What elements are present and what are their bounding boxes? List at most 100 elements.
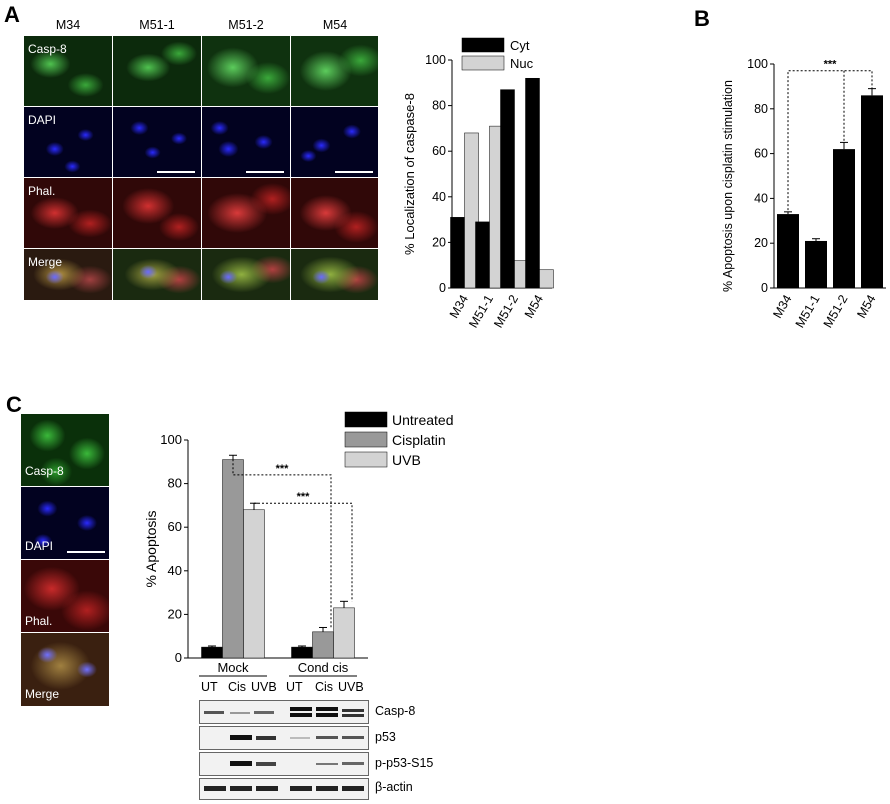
blot-bands xyxy=(204,786,364,791)
y-tick-label: 0 xyxy=(761,281,768,295)
micrograph-dapi-m51-2 xyxy=(202,107,290,177)
bar xyxy=(243,509,265,659)
blot-lane-label: UVB xyxy=(251,680,277,694)
y-tick-label: 40 xyxy=(168,563,182,578)
c-row-label-casp8: Casp-8 xyxy=(25,464,64,478)
column-header-m51-2: M51-2 xyxy=(228,18,264,32)
significance-bracket xyxy=(254,502,353,602)
panel-label-c: C xyxy=(6,392,22,417)
y-tick-label: 20 xyxy=(168,606,182,621)
y-tick-label: 60 xyxy=(168,519,182,534)
micrograph-phal-m34: Phal. xyxy=(24,178,112,248)
c-row-label-merge: Merge xyxy=(25,687,60,701)
row-label-dapi: DAPI xyxy=(28,113,57,127)
scale-bar xyxy=(246,171,284,173)
micrograph-casp8-m51-2 xyxy=(202,36,290,106)
bar xyxy=(539,269,554,289)
row-label-casp8: Casp-8 xyxy=(28,42,67,56)
row-label-phal: Phal. xyxy=(28,184,56,198)
bar xyxy=(464,132,479,289)
micrograph-grid-a: M34 M51-1 M51-2 M54 Casp-8 DAPI Phal. Me… xyxy=(24,18,378,300)
x-tick-label: M51-1 xyxy=(793,292,823,330)
blot-lane-label: UVB xyxy=(338,680,364,694)
y-tick-label: 80 xyxy=(754,102,768,116)
blot-bands xyxy=(204,707,364,717)
y-tick-label: 0 xyxy=(439,281,446,295)
x-tick-label: M34 xyxy=(770,292,794,320)
scale-bar xyxy=(157,171,195,173)
micrograph-phal-m51-1 xyxy=(113,178,201,248)
blot-lane-label: Cis xyxy=(228,680,247,694)
legend-label: Untreated xyxy=(392,412,453,428)
bar xyxy=(291,646,313,659)
micrograph-phal-m51-2 xyxy=(202,178,290,248)
y-tick-label: 20 xyxy=(432,235,446,249)
blot-bands xyxy=(230,735,364,740)
bar xyxy=(333,607,355,659)
y-tick-label: 60 xyxy=(754,147,768,161)
row-label-merge: Merge xyxy=(28,255,63,269)
legend-label: Cyt xyxy=(510,38,530,53)
bar xyxy=(201,646,223,659)
y-axis-label: % Localization of caspase-8 xyxy=(402,93,417,255)
y-tick-label: 100 xyxy=(425,53,446,67)
x-tick-label: M54 xyxy=(854,292,878,320)
y-axis-label: % Apoptosis upon cisplatin stimulation xyxy=(721,80,735,292)
y-tick-label: 80 xyxy=(432,99,446,113)
x-tick-label: M51-2 xyxy=(491,292,521,330)
significance-bracket xyxy=(787,70,873,215)
column-header-m54: M54 xyxy=(322,18,348,32)
micrograph-dapi-m34: DAPI xyxy=(24,107,112,177)
micrograph-merge-m51-1 xyxy=(113,249,201,300)
chart-apoptosis-mock-condcis: 0 20 40 60 80 100 Mock Cond cis *** *** % Apoptosi… xyxy=(143,411,453,677)
micrograph-c-casp8: Casp-8 xyxy=(21,414,109,486)
blot-label-p-p53-s15: p-p53-S15 xyxy=(375,756,434,770)
micrograph-phal-m54 xyxy=(291,178,378,248)
blot-row-beta-actin xyxy=(199,778,369,800)
legend-swatch xyxy=(461,55,505,71)
y-tick-label: 20 xyxy=(754,236,768,250)
legend-swatch xyxy=(344,411,388,428)
bar xyxy=(805,240,827,288)
blot-row-casp8 xyxy=(199,700,369,724)
blot-label-p53: p53 xyxy=(375,730,396,744)
bar xyxy=(500,89,515,289)
micrograph-dapi-m51-1 xyxy=(113,107,201,177)
legend-label: Nuc xyxy=(510,56,534,71)
group-label: Cond cis xyxy=(298,660,349,675)
y-tick-label: 40 xyxy=(754,191,768,205)
column-header-m34: M34 xyxy=(55,18,81,32)
y-tick-label: 0 xyxy=(175,650,182,665)
micrograph-casp8-m51-1 xyxy=(113,36,201,106)
y-tick-label: 100 xyxy=(160,432,182,447)
blot-bands xyxy=(230,761,364,766)
micrograph-casp8-m54 xyxy=(291,36,378,106)
x-tick-label: M51-2 xyxy=(821,292,851,330)
bar xyxy=(475,221,490,289)
x-tick-label: M54 xyxy=(522,292,546,320)
significance-marker: *** xyxy=(824,59,838,71)
significance-marker: *** xyxy=(297,491,311,503)
blot-label-casp8: Casp-8 xyxy=(375,704,416,718)
panel-label-b: B xyxy=(694,6,710,31)
blot-row-p-p53 xyxy=(199,752,369,776)
panel-label-a: A xyxy=(4,2,20,27)
bar xyxy=(777,214,799,288)
scale-bar xyxy=(67,551,105,553)
micrograph-merge-m54 xyxy=(291,249,378,300)
legend-label: UVB xyxy=(392,452,421,468)
c-row-label-dapi: DAPI xyxy=(25,539,54,553)
micrograph-dapi-m54 xyxy=(291,107,378,177)
micrograph-grid-c: Casp-8 DAPI Phal. Merge xyxy=(21,414,109,706)
legend-swatch xyxy=(344,451,388,468)
micrograph-casp8-m34: Casp-8 xyxy=(24,36,112,106)
y-axis-label: % Apoptosis xyxy=(143,510,159,587)
bar xyxy=(312,631,334,659)
blot-row-p53 xyxy=(199,726,369,750)
micrograph-c-dapi: DAPI xyxy=(21,487,109,559)
legend-label: Cisplatin xyxy=(392,432,446,448)
bar xyxy=(861,95,883,288)
western-blot: UT Cis UVB UT Cis UVB Casp-8 p53 xyxy=(195,680,485,804)
